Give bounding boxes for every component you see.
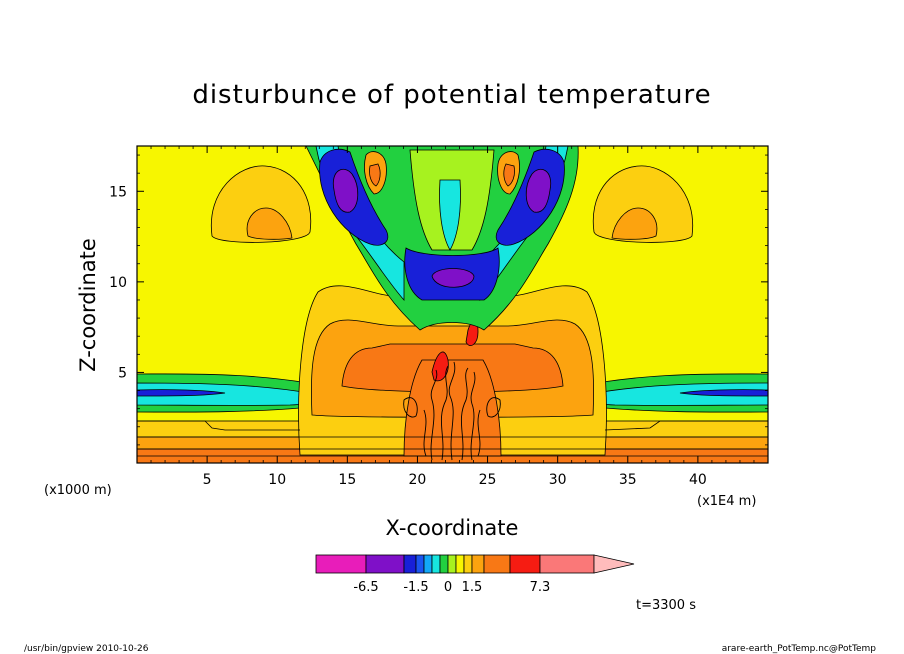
contour-outline-lines (137, 420, 768, 457)
colorbar-swatch (365, 554, 405, 574)
x-axis-unit: (x1E4 m) (697, 494, 756, 509)
x-tick-label: 15 (338, 472, 356, 488)
contour-right-jet-blue (679, 389, 768, 397)
chart-title: disturbunce of potential temperature (192, 80, 711, 110)
x-tick-label: 40 (689, 472, 707, 488)
axis-ticks: 5 10 15 20 25 30 35 40 5 10 15 (109, 146, 768, 488)
colorbar-label: -1.5 (403, 580, 428, 595)
contour-red-core-left (431, 351, 449, 382)
x-tick-label: 35 (619, 472, 637, 488)
colorbar-swatch (471, 554, 485, 574)
x-tick-label: 20 (409, 472, 427, 488)
contour-plume-left-purple (332, 168, 359, 213)
colorbar-label: 1.5 (462, 580, 483, 595)
y-axis-label: Z-coordinate (76, 238, 100, 372)
y-axis-unit: (x1000 m) (44, 483, 112, 498)
colorbar-swatch (455, 554, 465, 574)
colorbar-label: 7.3 (530, 580, 551, 595)
x-tick-label: 25 (479, 472, 497, 488)
y-tick-label: 10 (109, 275, 127, 291)
colorbar-extend-arrow (593, 554, 635, 574)
colorbar-swatch (463, 554, 473, 574)
time-label: t=3300 s (636, 598, 696, 613)
contour-left-jet-blue (137, 389, 226, 397)
contour-plume-left-warm-core (369, 163, 381, 187)
contour-right-upper-core (611, 207, 658, 240)
colorbar-swatch (423, 554, 433, 574)
colorbar-swatch (403, 554, 417, 574)
footer-right: arare-earth_PotTemp.nc@PotTemp (722, 644, 877, 654)
colorbar-label: 0 (444, 580, 452, 595)
x-tick-label: 30 (549, 472, 567, 488)
colorbar-swatch (431, 554, 441, 574)
contour-central-column (403, 359, 502, 457)
colorbar-swatch (483, 554, 511, 574)
colorbar-swatch (539, 554, 595, 574)
contour-plume-right-warm-core (503, 163, 515, 187)
colorbar-swatch (415, 554, 425, 574)
colorbar-swatch (447, 554, 457, 574)
y-tick-label: 5 (118, 365, 127, 381)
contour-centre-cyan (439, 179, 461, 251)
x-tick-label: 10 (268, 472, 286, 488)
contour-left-upper-core (246, 207, 293, 240)
x-axis-label: X-coordinate (386, 516, 519, 540)
plot-frame (136, 145, 769, 464)
contour-centre-purple (431, 268, 475, 288)
colorbar-swatch (315, 554, 367, 574)
colorbar-label: -6.5 (353, 580, 378, 595)
contour-field (137, 146, 768, 463)
y-tick-label: 15 (109, 184, 127, 200)
contour-plume-right-purple (525, 168, 552, 213)
x-tick-label: 5 (203, 472, 212, 488)
colorbar: -6.5 -1.5 0 1.5 7.3 (315, 554, 635, 595)
colorbar-swatch (439, 554, 449, 574)
footer-left: /usr/bin/gpview 2010-10-26 (24, 644, 149, 654)
colorbar-swatch (509, 554, 541, 574)
contour-turbulence-lines (403, 361, 501, 461)
